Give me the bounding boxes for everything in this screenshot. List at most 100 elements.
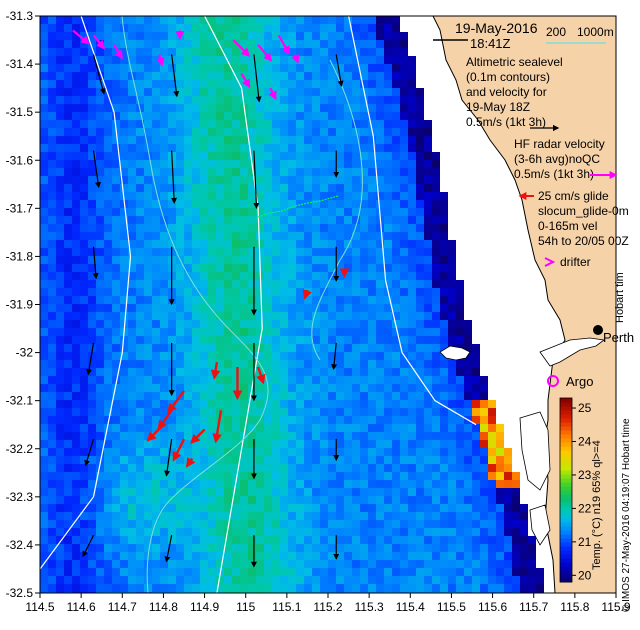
sst-cell [272,24,280,32]
sst-cell [432,360,440,368]
sst-cell [40,104,48,112]
sst-cell [64,72,72,80]
sst-cell [400,416,408,424]
sst-cell [88,432,96,440]
sst-cell [192,232,200,240]
sst-cell [256,128,264,136]
sst-cell [192,192,200,200]
sst-cell [232,512,240,520]
sst-cell [48,488,56,496]
sst-cell [200,392,208,400]
sst-cell [144,440,152,448]
sst-cell [288,448,296,456]
sst-cell [280,160,288,168]
sst-cell [88,48,96,56]
sst-cell [296,488,304,496]
sst-cell [200,152,208,160]
sst-cell [376,264,384,272]
y-tick-label: -32.3 [6,490,34,504]
sst-cell [400,280,408,288]
sst-cell [136,336,144,344]
sst-cell [64,472,72,480]
sst-cell [248,448,256,456]
sst-cell [56,584,64,592]
sst-cell [200,408,208,416]
sst-cell [248,552,256,560]
sst-cell [328,48,336,56]
sst-cell [248,584,256,592]
sst-cell [64,272,72,280]
sst-cell [336,344,344,352]
sst-cell [192,48,200,56]
sst-cell [136,40,144,48]
sst-cell [144,264,152,272]
sst-cell [192,416,200,424]
sst-cell [176,352,184,360]
sst-cell [264,328,272,336]
sst-cell [184,528,192,536]
x-tick-label: 115.6 [478,600,507,614]
sst-cell [360,312,368,320]
sst-cell [264,488,272,496]
sst-cell [216,184,224,192]
sst-cell [296,248,304,256]
sst-cell [136,96,144,104]
sst-cell [224,264,232,272]
sst-cell [152,208,160,216]
sst-cell [72,168,80,176]
sst-cell [416,248,424,256]
sst-cell [232,520,240,528]
sst-cell [208,408,216,416]
sst-cell [64,184,72,192]
sst-cell [472,552,480,560]
sst-cell [136,472,144,480]
sst-cell [216,584,224,592]
sst-cell [48,184,56,192]
colorbar-segment [560,418,572,423]
sst-cell [96,248,104,256]
sst-cell [176,168,184,176]
sst-cell [368,104,376,112]
sst-cell [120,400,128,408]
sst-cell [208,296,216,304]
sst-cell [104,536,112,544]
colorbar-segment [560,406,572,411]
sst-cell [424,496,432,504]
sst-cell [216,488,224,496]
sst-cell [152,296,160,304]
sst-cell [48,280,56,288]
sst-cell [40,480,48,488]
sst-cell [320,416,328,424]
sst-cell [104,256,112,264]
sst-cell [136,384,144,392]
sst-cell [136,328,144,336]
sst-cell [176,536,184,544]
sst-cell [224,64,232,72]
sst-cell [264,208,272,216]
sst-cell [144,248,152,256]
sst-cell [48,144,56,152]
sst-cell [272,184,280,192]
sst-cell [168,448,176,456]
sst-cell [128,464,136,472]
sst-cell [120,32,128,40]
velocity-vector [171,150,178,204]
sst-cell [360,240,368,248]
sst-cell [160,112,168,120]
sst-cell [288,184,296,192]
sst-cell [224,528,232,536]
sst-cell [376,304,384,312]
sst-cell [152,320,160,328]
sst-cell [128,408,136,416]
sst-cell [208,320,216,328]
sst-cell [344,400,352,408]
sst-cell [336,288,344,296]
sst-cell [208,304,216,312]
sst-cell [384,104,392,112]
sst-cell [384,88,392,96]
sst-cell [320,544,328,552]
sst-cell [448,496,456,504]
sst-cell [304,408,312,416]
sst-cell [472,512,480,520]
sst-cell [72,568,80,576]
